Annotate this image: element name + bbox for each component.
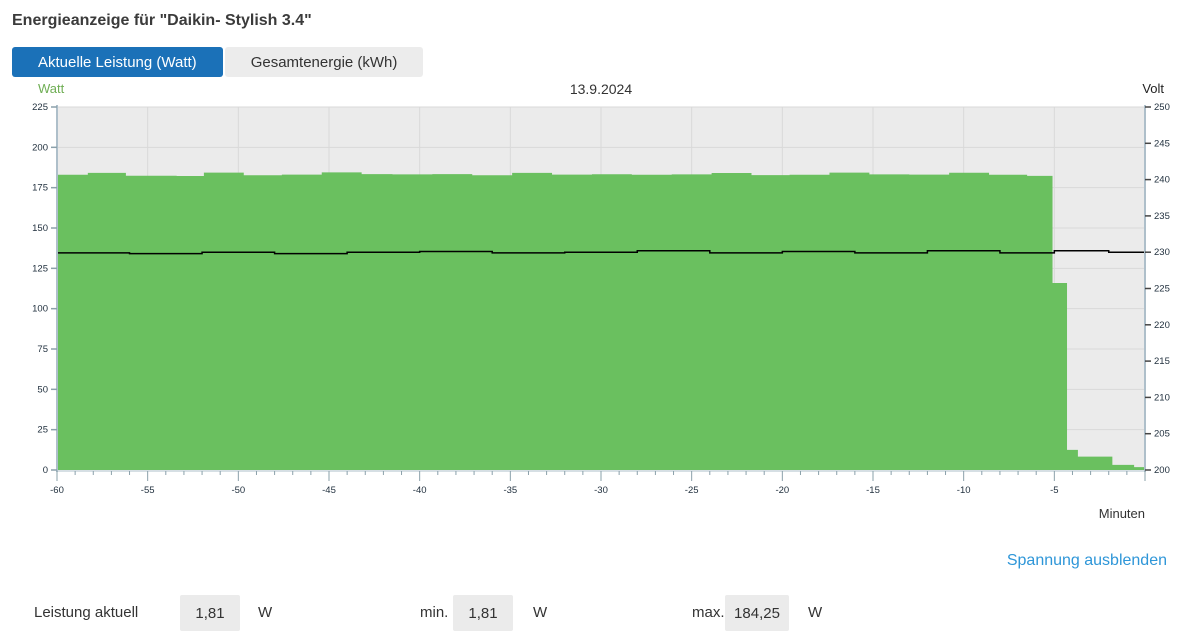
hide-voltage-link[interactable]: Spannung ausblenden: [1006, 552, 1167, 569]
left-axis-tick-label: 125: [32, 263, 48, 274]
right-axis-tick-label: 210: [1154, 392, 1170, 403]
chart-date: 13.9.2024: [569, 81, 633, 97]
right-axis-tick-label: 205: [1154, 429, 1170, 440]
x-axis-tick-label: -45: [322, 485, 336, 496]
voltage-line-series: [57, 249, 1145, 255]
tab-gesamtenergie[interactable]: Gesamtenergie (kWh): [224, 47, 424, 77]
min-power-value: 1,81: [453, 595, 513, 631]
right-axis-tick-label: 245: [1154, 138, 1170, 149]
left-axis-tick-label: 25: [37, 425, 48, 436]
max-power-value: 184,25: [725, 595, 789, 631]
page-title: Energieanzeige für "Daikin- Stylish 3.4": [12, 12, 312, 29]
x-axis-tick-label: -35: [503, 485, 517, 496]
right-axis-tick-label: 215: [1154, 356, 1170, 367]
right-axis-tick-label: 220: [1154, 320, 1170, 331]
left-axis-tick-label: 50: [37, 384, 48, 395]
tab-bar: Aktuelle Leistung (Watt) Gesamtenergie (…: [12, 47, 424, 77]
power-area-series: [57, 172, 1145, 470]
chart-header: Watt 13.9.2024 Volt: [0, 80, 1188, 100]
x-axis-tick-label: -30: [594, 485, 608, 496]
x-axis-unit-label: Minuten: [1099, 506, 1145, 521]
right-axis-tick-label: 240: [1154, 175, 1170, 186]
left-axis-tick-label: 225: [32, 102, 48, 113]
left-axis-tick-label: 200: [32, 142, 48, 153]
x-axis-tick-label: -10: [957, 485, 971, 496]
max-power-label: max.: [692, 604, 725, 621]
right-axis-tick-label: 200: [1154, 465, 1170, 476]
x-axis-tick-label: -55: [141, 485, 155, 496]
min-power-label: min.: [420, 604, 449, 621]
tab-aktuelle-leistung[interactable]: Aktuelle Leistung (Watt): [12, 47, 223, 77]
max-power-unit: W: [808, 604, 823, 621]
chart-area: Watt 13.9.2024 Volt 0 25 50 75 100 125 150 175 2…: [0, 80, 1188, 525]
footer-stats: Leistung aktuell 1,81 W min. 1,81 W max.…: [0, 595, 1188, 631]
right-axis-title: Volt: [1142, 81, 1164, 96]
left-axis-tick-label: 100: [32, 304, 48, 315]
x-axis-tick-label: -15: [866, 485, 880, 496]
power-voltage-chart: 0 25 50 75 100 125 150 175 200 225 200 205 210 215 220…: [32, 102, 1170, 521]
x-axis-tick-label: -60: [50, 485, 64, 496]
x-axis-tick-label: -50: [231, 485, 245, 496]
x-axis-tick-label: -25: [685, 485, 699, 496]
right-axis-tick-label: 250: [1154, 102, 1170, 113]
current-power-value: 1,81: [180, 595, 240, 631]
left-axis-tick-label: 75: [37, 344, 48, 355]
left-axis-tick-label: 150: [32, 223, 48, 234]
left-axis-title: Watt: [38, 81, 65, 96]
min-power-unit: W: [533, 604, 548, 621]
left-axis-tick-label: 0: [43, 465, 48, 476]
right-axis-tick-label: 225: [1154, 284, 1170, 295]
current-power-label: Leistung aktuell: [34, 604, 139, 621]
current-power-unit: W: [258, 604, 273, 621]
right-axis-tick-label: 235: [1154, 211, 1170, 222]
left-axis-tick-label: 175: [32, 183, 48, 194]
right-axis-tick-label: 230: [1154, 247, 1170, 258]
x-axis-tick-label: -20: [775, 485, 789, 496]
x-axis-tick-label: -40: [413, 485, 427, 496]
x-axis-tick-label: -5: [1050, 485, 1058, 496]
